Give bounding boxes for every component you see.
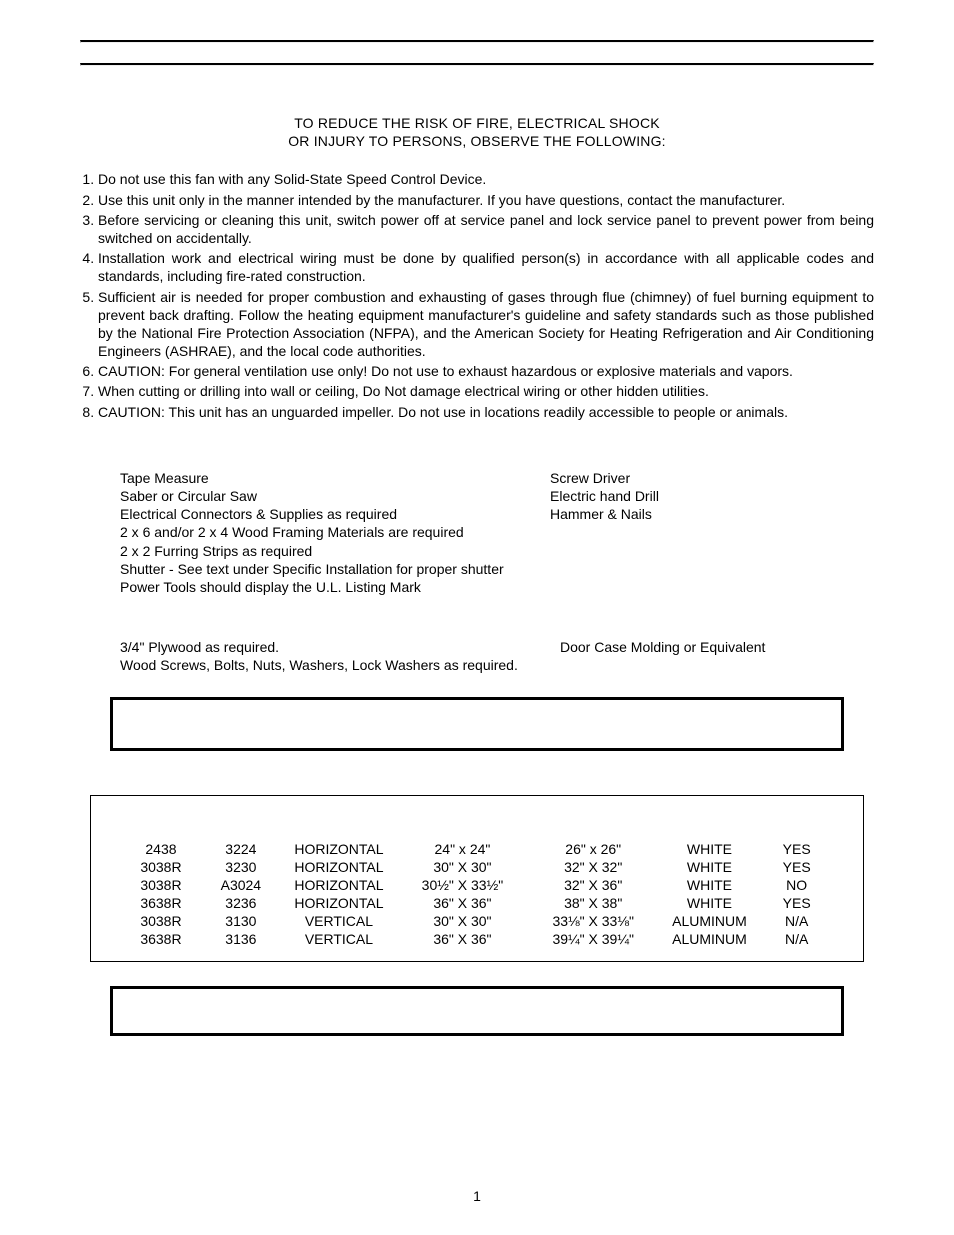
table-cell: WHITE (659, 894, 761, 912)
page-number: 1 (0, 1187, 954, 1205)
table-cell: YES (760, 840, 833, 858)
tools-left-col: Tape Measure Saber or Circular Saw Elect… (120, 469, 540, 596)
table-cell: 32" X 36" (528, 876, 659, 894)
table-cell: HORIZONTAL (281, 840, 397, 858)
table-cell: 3038R (121, 912, 201, 930)
table-cell: 3638R (121, 894, 201, 912)
table-cell: 24" x 24" (397, 840, 528, 858)
tool-item: Shutter - See text under Specific Instal… (120, 560, 540, 578)
heading-line-1: TO REDUCE THE RISK OF FIRE, ELECTRICAL S… (80, 114, 874, 132)
table-cell: ALUMINUM (659, 912, 761, 930)
safety-item: Installation work and electrical wiring … (98, 249, 874, 285)
table-row: 3638R3236HORIZONTAL36" X 36"38" X 38"WHI… (121, 894, 833, 912)
tool-item: Screw Driver (550, 469, 659, 487)
heading-line-2: OR INJURY TO PERSONS, OBSERVE THE FOLLOW… (80, 132, 874, 150)
table-cell: 30" X 30" (397, 912, 528, 930)
safety-item: Do not use this fan with any Solid-State… (98, 170, 874, 188)
tools-right-col: Screw Driver Electric hand Drill Hammer … (540, 469, 659, 596)
safety-item: CAUTION: This unit has an unguarded impe… (98, 403, 874, 421)
tool-item: Tape Measure (120, 469, 540, 487)
table-cell: 36" X 36" (397, 930, 528, 948)
table-cell: WHITE (659, 876, 761, 894)
table-cell: 33⅛" X 33⅛" (528, 912, 659, 930)
table-cell: 3224 (201, 840, 281, 858)
page: TO REDUCE THE RISK OF FIRE, ELECTRICAL S… (0, 0, 954, 1235)
table-cell: VERTICAL (281, 912, 397, 930)
optional-item: 3/4" Plywood as required. (120, 638, 560, 656)
table-cell: 3136 (201, 930, 281, 948)
table-cell: HORIZONTAL (281, 858, 397, 876)
callout-box-1 (110, 697, 844, 751)
tool-item: Hammer & Nails (550, 505, 659, 523)
safety-item: CAUTION: For general ventilation use onl… (98, 362, 874, 380)
top-rule-1 (80, 40, 874, 43)
tools-block: Tape Measure Saber or Circular Saw Elect… (80, 469, 874, 596)
table-cell: 3038R (121, 858, 201, 876)
table-cell: YES (760, 894, 833, 912)
table-cell: 2438 (121, 840, 201, 858)
spec-table: 24383224HORIZONTAL24" x 24"26" x 26"WHIT… (121, 840, 833, 949)
spec-table-wrap: 24383224HORIZONTAL24" x 24"26" x 26"WHIT… (90, 795, 864, 962)
table-cell: WHITE (659, 858, 761, 876)
warning-heading: TO REDUCE THE RISK OF FIRE, ELECTRICAL S… (80, 114, 874, 150)
table-cell: 3230 (201, 858, 281, 876)
tool-item: Power Tools should display the U.L. List… (120, 578, 540, 596)
table-row: 3038R3230HORIZONTAL30" X 30"32" X 32"WHI… (121, 858, 833, 876)
optional-item: Wood Screws, Bolts, Nuts, Washers, Lock … (120, 656, 560, 674)
table-cell: 39¼" X 39¼" (528, 930, 659, 948)
optional-left-col: 3/4" Plywood as required. Wood Screws, B… (120, 638, 560, 674)
top-rule-2 (80, 63, 874, 66)
table-cell: 26" x 26" (528, 840, 659, 858)
callout-box-2 (110, 986, 844, 1036)
table-cell: HORIZONTAL (281, 894, 397, 912)
safety-item: Use this unit only in the manner intende… (98, 191, 874, 209)
table-cell: 36" X 36" (397, 894, 528, 912)
tool-item: 2 x 2 Furring Strips as required (120, 542, 540, 560)
table-row: 3638R3136VERTICAL36" X 36"39¼" X 39¼"ALU… (121, 930, 833, 948)
table-cell: 30" X 30" (397, 858, 528, 876)
table-cell: 3130 (201, 912, 281, 930)
tool-item: Electric hand Drill (550, 487, 659, 505)
table-cell: NO (760, 876, 833, 894)
tool-item: 2 x 6 and/or 2 x 4 Wood Framing Material… (120, 523, 540, 541)
table-cell: N/A (760, 930, 833, 948)
safety-item: When cutting or drilling into wall or ce… (98, 382, 874, 400)
optional-right-col: Door Case Molding or Equivalent (560, 638, 765, 674)
safety-item: Sufficient air is needed for proper comb… (98, 288, 874, 361)
table-row: 3038RA3024HORIZONTAL30½" X 33½"32" X 36"… (121, 876, 833, 894)
table-row: 24383224HORIZONTAL24" x 24"26" x 26"WHIT… (121, 840, 833, 858)
table-cell: N/A (760, 912, 833, 930)
table-cell: VERTICAL (281, 930, 397, 948)
optional-item: Door Case Molding or Equivalent (560, 638, 765, 656)
table-cell: 3638R (121, 930, 201, 948)
table-cell: 32" X 32" (528, 858, 659, 876)
table-cell: 3038R (121, 876, 201, 894)
tool-item: Saber or Circular Saw (120, 487, 540, 505)
spec-table-body: 24383224HORIZONTAL24" x 24"26" x 26"WHIT… (121, 840, 833, 949)
table-cell: 3236 (201, 894, 281, 912)
tool-item: Electrical Connectors & Supplies as requ… (120, 505, 540, 523)
table-cell: 38" X 38" (528, 894, 659, 912)
table-cell: 30½" X 33½" (397, 876, 528, 894)
table-cell: YES (760, 858, 833, 876)
table-cell: HORIZONTAL (281, 876, 397, 894)
table-cell: A3024 (201, 876, 281, 894)
table-cell: WHITE (659, 840, 761, 858)
safety-item: Before servicing or cleaning this unit, … (98, 211, 874, 247)
table-cell: ALUMINUM (659, 930, 761, 948)
table-row: 3038R3130VERTICAL30" X 30"33⅛" X 33⅛"ALU… (121, 912, 833, 930)
safety-list: Do not use this fan with any Solid-State… (98, 170, 874, 420)
optional-block: 3/4" Plywood as required. Wood Screws, B… (80, 638, 874, 674)
